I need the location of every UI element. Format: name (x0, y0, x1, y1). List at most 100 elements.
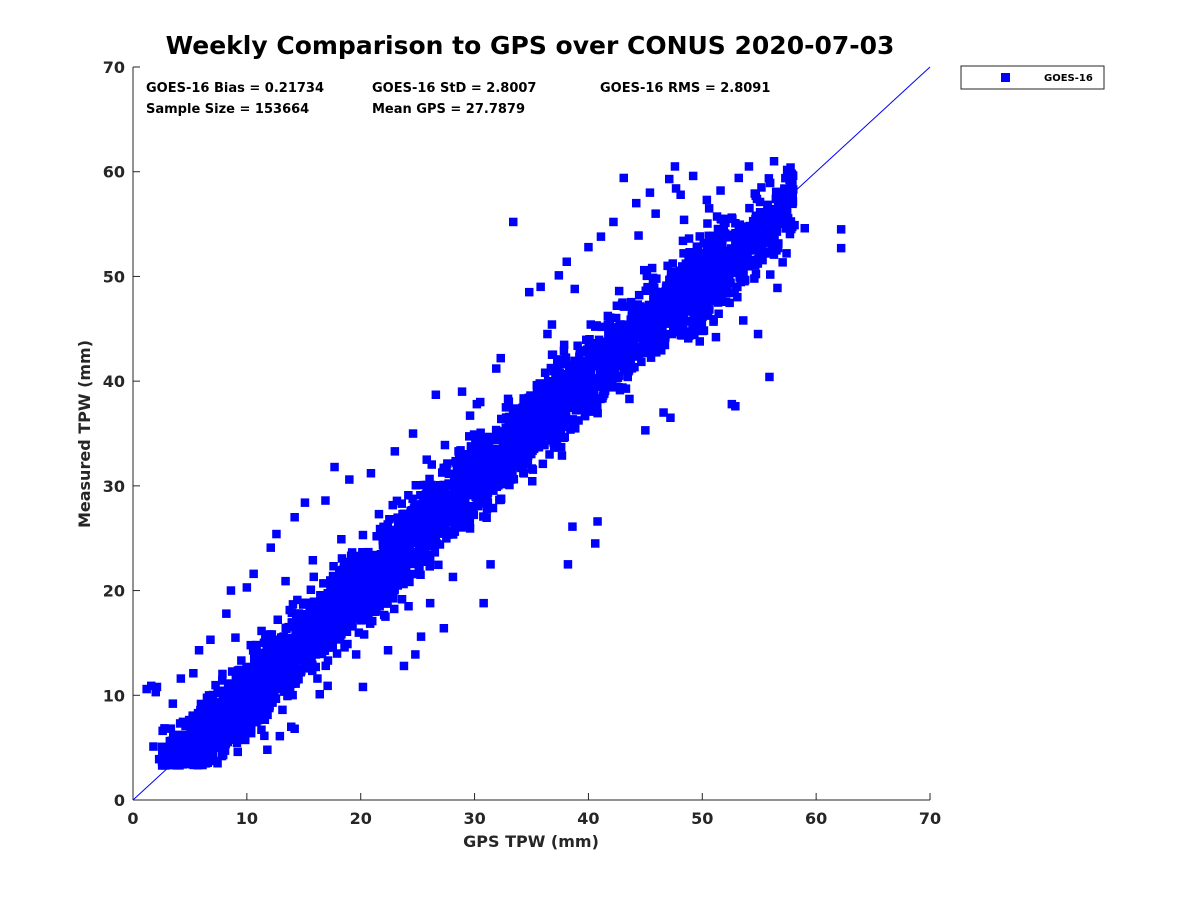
data-point (222, 609, 231, 618)
data-point (611, 326, 620, 335)
data-point (454, 490, 464, 499)
data-point (270, 688, 279, 698)
data-point (637, 314, 646, 323)
data-point (372, 581, 382, 590)
data-point (440, 440, 450, 450)
data-point (554, 394, 563, 403)
data-point (605, 320, 614, 329)
data-point (836, 225, 846, 234)
data-point (213, 688, 222, 698)
data-point (435, 494, 444, 504)
stat-rms: GOES-16 RMS = 2.8091 (600, 81, 770, 96)
data-point (360, 613, 369, 623)
data-point (370, 558, 379, 568)
data-point (200, 735, 210, 745)
chart-title: Weekly Comparison to GPS over CONUS 2020… (166, 31, 895, 60)
data-point (318, 623, 327, 633)
data-point (483, 432, 492, 442)
data-point (358, 578, 368, 587)
data-point (304, 663, 313, 673)
data-point (740, 258, 749, 267)
data-point (766, 270, 775, 279)
data-point (504, 397, 514, 406)
data-point (479, 598, 488, 608)
data-point (279, 638, 288, 648)
data-point (633, 300, 643, 309)
data-point (233, 666, 243, 675)
data-point (294, 652, 304, 662)
data-point (332, 649, 342, 658)
data-point (158, 750, 167, 759)
data-point (457, 387, 467, 396)
data-point (265, 644, 275, 654)
data-point (227, 703, 237, 712)
data-point (287, 618, 297, 627)
data-point (518, 462, 528, 472)
data-point (388, 536, 397, 546)
data-point (660, 289, 669, 298)
data-point (719, 278, 729, 288)
legend-box (960, 65, 1105, 90)
data-point (688, 171, 698, 181)
data-point (420, 542, 429, 551)
data-point (560, 370, 569, 380)
data-point (559, 433, 568, 442)
data-point (358, 548, 367, 557)
data-point (204, 691, 214, 700)
data-point (321, 496, 330, 505)
data-point (598, 394, 607, 403)
data-point (536, 282, 545, 292)
data-point (417, 551, 427, 561)
data-point (241, 727, 250, 736)
data-point (316, 591, 325, 600)
data-point (416, 570, 425, 579)
data-point (334, 633, 343, 643)
data-point (425, 474, 434, 484)
data-point (249, 569, 258, 579)
data-point (526, 419, 535, 428)
data-point (425, 562, 434, 571)
data-point (392, 538, 402, 547)
data-point (721, 266, 731, 276)
data-point (744, 242, 754, 252)
data-point (332, 593, 341, 603)
data-point (225, 730, 235, 740)
data-point (246, 663, 255, 672)
data-point (352, 551, 361, 561)
data-point (234, 726, 243, 735)
data-point (236, 709, 246, 718)
data-point (217, 703, 226, 712)
data-point (545, 397, 554, 406)
data-point (199, 712, 209, 722)
data-point (570, 356, 579, 366)
data-point (254, 661, 263, 670)
data-point (647, 263, 657, 273)
data-point (368, 616, 377, 626)
data-point (229, 687, 238, 696)
data-point (726, 278, 735, 287)
data-point (582, 376, 592, 385)
data-point (708, 261, 718, 270)
data-point (247, 696, 256, 706)
data-point (166, 724, 176, 733)
data-point (519, 458, 528, 467)
x-tick-label: 20 (350, 809, 372, 828)
data-point (387, 549, 396, 558)
data-point (545, 450, 554, 459)
data-point (349, 613, 358, 623)
y-tick-label: 70 (103, 58, 125, 77)
data-point (756, 241, 766, 250)
data-point (625, 326, 634, 335)
data-point (149, 742, 158, 751)
data-point (786, 163, 795, 172)
data-point (382, 534, 391, 544)
data-point (705, 305, 714, 314)
data-point (271, 652, 280, 662)
data-point (684, 253, 693, 262)
data-point (769, 250, 779, 259)
data-point (752, 194, 762, 204)
data-point (311, 650, 321, 659)
data-point (383, 599, 392, 608)
data-point (394, 568, 403, 578)
data-point (252, 678, 261, 688)
